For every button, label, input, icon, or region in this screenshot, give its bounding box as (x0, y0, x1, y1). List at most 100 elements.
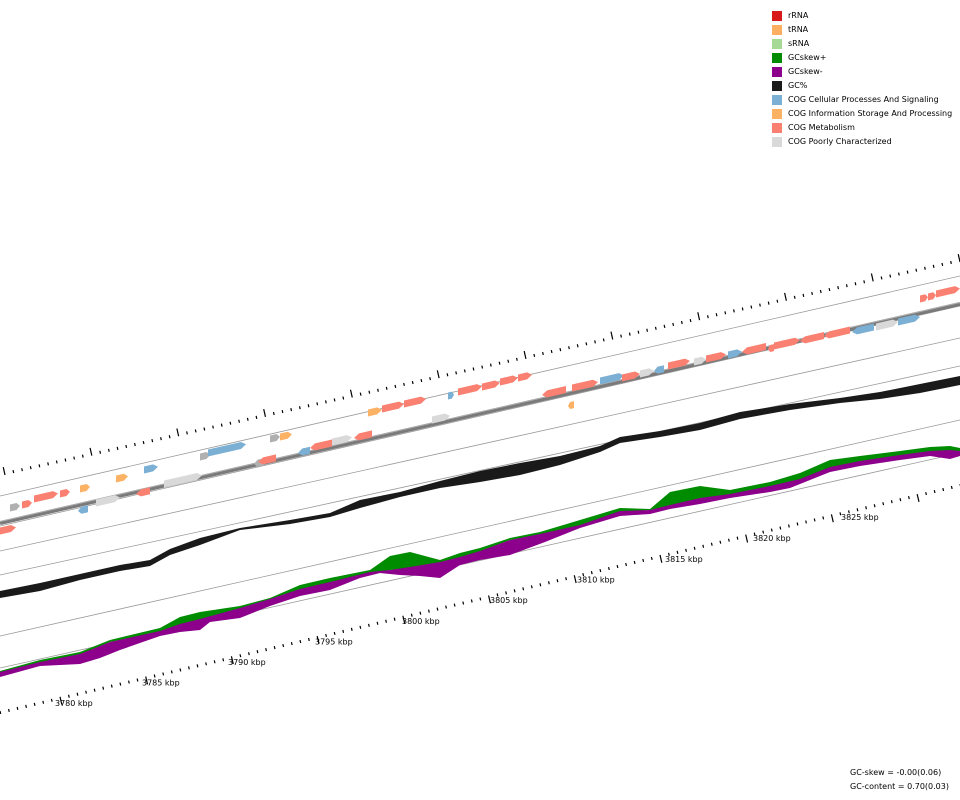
tick-mark (616, 564, 619, 569)
tick-mark (29, 466, 32, 470)
tick-mark (436, 607, 439, 611)
tick-label: 3820 kbp (753, 534, 791, 543)
tick-mark (915, 268, 918, 272)
tick-mark (870, 273, 874, 282)
tick-mark (680, 320, 683, 325)
tick-mark (932, 264, 935, 268)
gene-arrow (60, 489, 70, 498)
gene-arrow (622, 371, 640, 382)
tick-mark (196, 664, 199, 668)
tick-mark (290, 641, 293, 646)
tick-mark (667, 552, 670, 556)
tick-mark (741, 307, 744, 311)
gene-arrow (654, 365, 664, 374)
gene-arrow (600, 373, 624, 385)
tick-mark (819, 289, 822, 294)
tick-mark (93, 688, 96, 692)
tick-mark (168, 435, 171, 439)
tick-labels: 3780 kbp 3785 kbp 3790 kbp 3795 kbp 3800 kbp… (55, 513, 879, 708)
tick-mark (950, 260, 952, 265)
tick-mark (307, 404, 310, 408)
gc-skew-track (0, 446, 960, 677)
legend-label: GCskew+ (788, 53, 827, 62)
tick-mark (942, 487, 945, 492)
tick-mark (194, 429, 197, 433)
gene-arrow (354, 430, 372, 441)
tick-mark (239, 654, 242, 658)
gene-arrow (928, 292, 936, 301)
tick-mark (539, 583, 542, 587)
gene-arrow (920, 294, 928, 303)
tick-mark (559, 348, 562, 352)
tick-mark (265, 648, 267, 652)
tick-mark (607, 566, 610, 571)
tick-mark (0, 710, 2, 715)
tick-mark (153, 674, 156, 678)
legend-item-cog-cellular: COG Cellular Processes And Signaling (772, 93, 952, 107)
tick-mark (882, 502, 885, 506)
tick-mark (220, 423, 223, 427)
tick-mark (229, 421, 232, 425)
tick-mark (573, 575, 577, 584)
gene-arrow (568, 401, 574, 410)
tick-mark (863, 280, 866, 284)
gene-arrow (694, 356, 706, 366)
tick-mark (453, 603, 456, 607)
tick-mark (481, 365, 484, 369)
tick-mark (263, 408, 267, 418)
gene-arrow (542, 386, 566, 398)
gene-arrow (80, 484, 90, 493)
tick-mark (110, 684, 113, 688)
tick-mark (487, 595, 491, 604)
tick-mark (565, 577, 567, 581)
tick-mark (119, 682, 122, 686)
tick-mark (550, 349, 553, 354)
gene-arrow (800, 332, 824, 344)
tick-mark (599, 568, 602, 573)
tick-mark (376, 621, 379, 625)
tick-mark (179, 668, 182, 672)
tick-mark (530, 585, 533, 589)
tick-mark (702, 544, 705, 548)
tick-mark (85, 690, 87, 694)
tick-mark (162, 672, 165, 676)
cog-information-swatch (772, 109, 782, 119)
tick-mark (590, 571, 593, 575)
tick-mark (238, 419, 240, 423)
gc-skew-stat: GC-skew = -0.00(0.06) (850, 768, 942, 777)
tick-mark (316, 402, 319, 406)
tick-mark (455, 371, 458, 375)
tick-mark (359, 625, 362, 629)
tick-mark (7, 708, 10, 713)
tick-mark (420, 378, 423, 383)
tick-mark (770, 528, 773, 532)
tick-mark (845, 284, 848, 288)
gene-arrow (382, 401, 404, 413)
tick-mark (899, 498, 902, 502)
tick-mark (59, 696, 63, 705)
gene-arrow (728, 349, 742, 359)
tick-mark (642, 558, 645, 563)
tick-mark (585, 342, 588, 346)
tick-mark (446, 373, 449, 377)
tick-mark (38, 464, 41, 468)
tick-mark (273, 646, 276, 650)
tick-mark (523, 350, 527, 359)
tick-mark (67, 694, 70, 698)
tick-mark (102, 686, 105, 690)
tick-mark (762, 530, 765, 534)
tick-label: 3795 kbp (315, 638, 353, 647)
gene-arrow (208, 441, 246, 457)
tick-mark (33, 702, 36, 706)
tick-mark (282, 643, 285, 648)
tick-mark (187, 666, 190, 670)
tick-mark (247, 652, 250, 656)
tick-mark (349, 389, 353, 398)
gene-arrow (774, 337, 800, 350)
tick-mark (907, 496, 910, 500)
gene-arrow (136, 487, 150, 497)
tick-mark (203, 427, 206, 431)
tick-mark (205, 662, 207, 666)
tick-mark (316, 635, 320, 644)
tick-mark (170, 670, 173, 674)
